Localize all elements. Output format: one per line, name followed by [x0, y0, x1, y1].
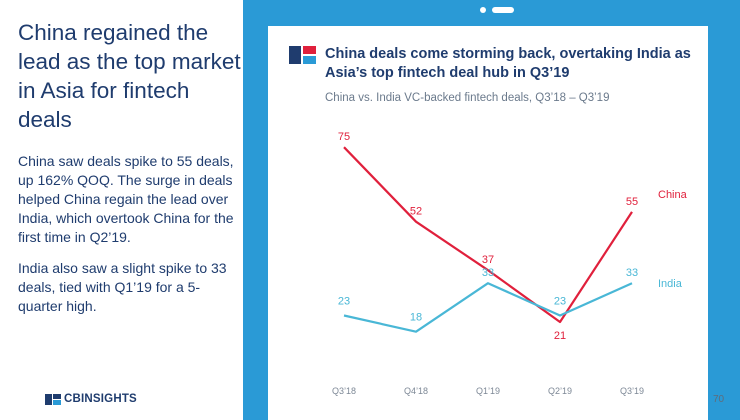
page-number: 70: [713, 394, 725, 405]
data-label: 23: [338, 296, 350, 308]
series-label-india: India: [658, 278, 683, 290]
data-label: 33: [626, 267, 638, 279]
device-pill: [492, 7, 514, 13]
chart-subtitle: China vs. India VC-backed fintech deals,…: [325, 92, 610, 104]
chart-card: [268, 26, 708, 420]
cbinsights-logo: CBINSIGHTS: [45, 393, 137, 405]
data-label: 75: [338, 131, 350, 143]
x-tick-label: Q2’19: [548, 386, 572, 396]
data-label: 52: [410, 206, 422, 218]
device-dot: [480, 7, 486, 13]
logo-wordmark: CBINSIGHTS: [64, 393, 137, 405]
summary-paragraph-1: China saw deals spike to 55 deals, up 16…: [18, 153, 234, 245]
chart-title: China deals come storming back, overtaki…: [325, 46, 691, 81]
data-label: 33: [482, 267, 494, 279]
series-label-china: China: [658, 189, 688, 201]
data-label: 21: [554, 330, 566, 342]
x-tick-label: Q3’18: [332, 386, 356, 396]
series-line-india: [343, 282, 633, 333]
cbinsights-logo-icon: [45, 393, 61, 405]
data-label: 37: [482, 254, 494, 266]
x-tick-label: Q1’19: [476, 386, 500, 396]
x-tick-label: Q4’18: [404, 386, 428, 396]
device-indicator: [480, 7, 514, 13]
data-label: 55: [626, 196, 638, 208]
data-label: 23: [554, 296, 566, 308]
cbinsights-chart-icon: [289, 46, 316, 64]
left-panel: China regained the lead as the top marke…: [0, 0, 250, 420]
summary-paragraph-2: India also saw a slight spike to 33 deal…: [18, 260, 227, 314]
data-label: 18: [410, 312, 422, 324]
series-line-china: [343, 146, 633, 324]
headline: China regained the lead as the top marke…: [18, 20, 241, 132]
x-tick-label: Q3’19: [620, 386, 644, 396]
